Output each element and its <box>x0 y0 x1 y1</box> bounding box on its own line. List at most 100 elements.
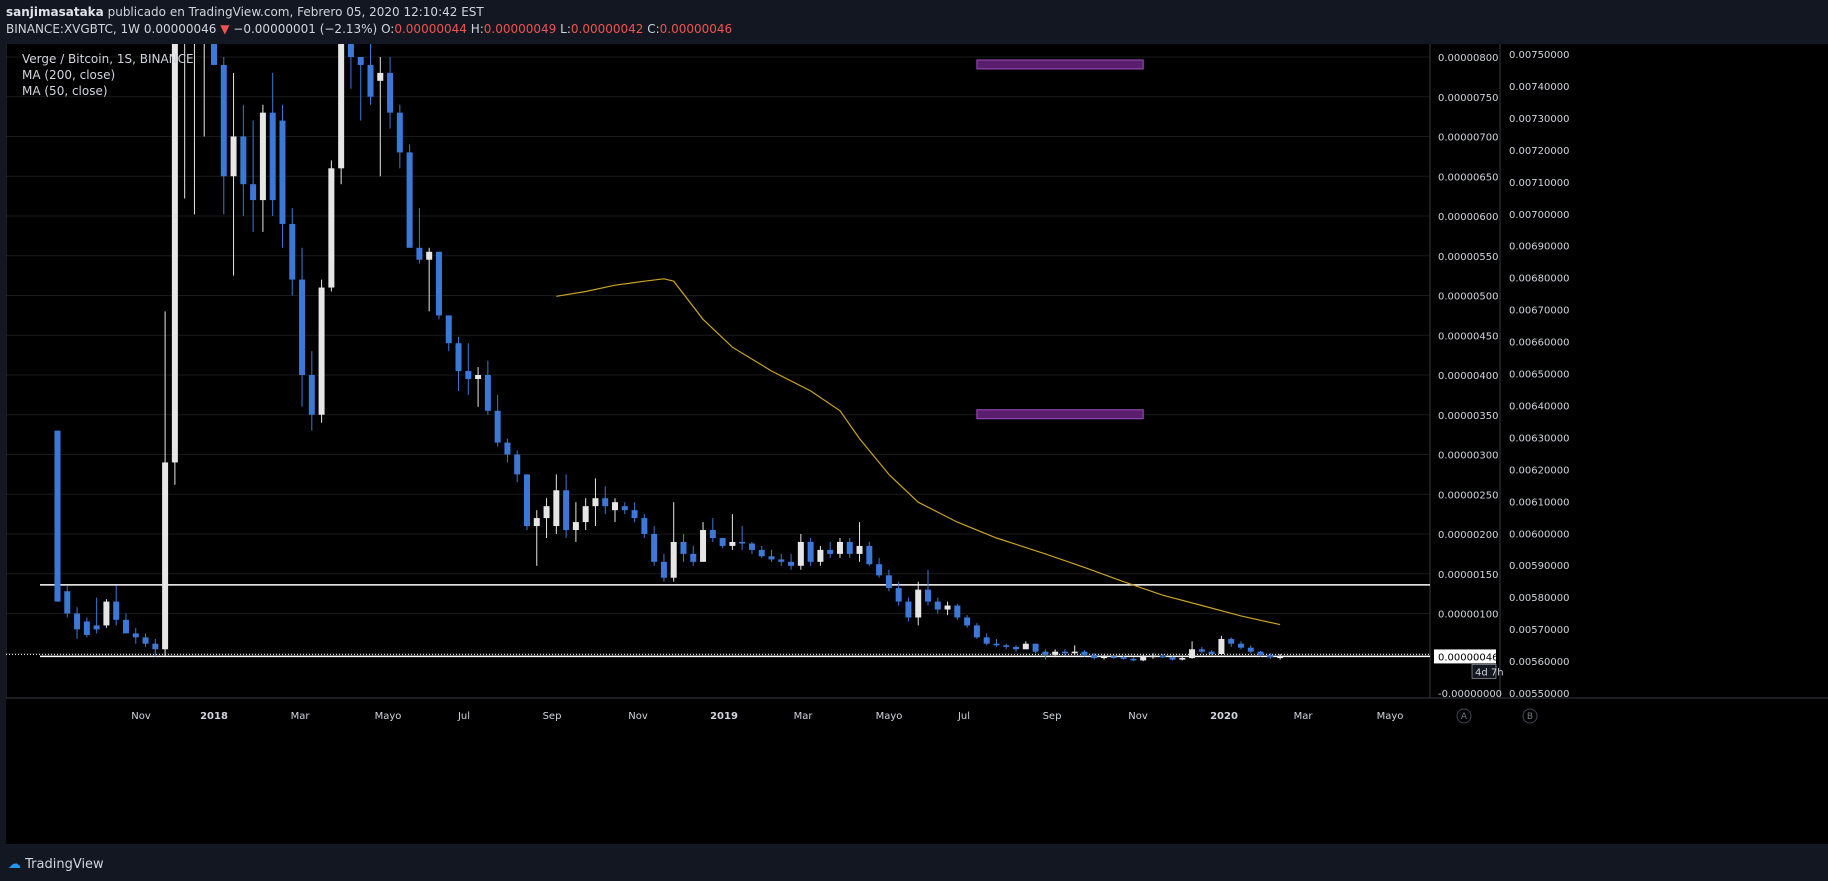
candle-body <box>1237 643 1244 648</box>
log-scale-button[interactable] <box>1522 708 1538 724</box>
price-scale-label: 0.00000400 <box>1438 371 1498 382</box>
footer-bar: ☁ TradingView <box>0 850 1828 881</box>
price-scale-label: 0.00000800 <box>1438 53 1498 64</box>
candle-body <box>543 506 550 519</box>
auto-scale-button[interactable] <box>1456 708 1472 724</box>
price-scale-label: 0.00000600 <box>1438 212 1498 223</box>
candle-body <box>983 637 990 644</box>
candle-body <box>934 601 941 610</box>
price-chart[interactable]: 0.00000800 0.00000750 0.00000700 0.00000650… <box>5 44 1828 844</box>
candle-body <box>162 462 169 650</box>
low-value: 0.00000042 <box>570 22 644 36</box>
chart-area[interactable]: 0.00000800 0.00000750 0.00000700 0.00000650… <box>5 44 1828 844</box>
secondary-scale-label: 0.00720000 <box>1509 146 1569 157</box>
price-scale-label: 0.00000150 <box>1438 570 1498 581</box>
candle-body <box>1013 646 1020 650</box>
candle-body <box>523 474 530 527</box>
candle-body <box>964 617 971 626</box>
secondary-scale-label: 0.00560000 <box>1509 657 1569 668</box>
time-axis-label: Sep <box>543 711 562 722</box>
current-price-label: 0.00000046 <box>1438 652 1498 663</box>
open-value: 0.00000044 <box>394 22 467 36</box>
candle-body <box>83 621 90 635</box>
candle-body <box>338 44 345 169</box>
candle-body <box>563 490 570 531</box>
candle-body <box>1003 645 1010 647</box>
candle-body <box>514 454 521 475</box>
ohlc-line: BINANCE:XVGBTC, 1W 0.00000046 ▼ −0.00000… <box>6 22 732 36</box>
candle-body <box>289 223 296 280</box>
candle-body <box>328 168 335 288</box>
legend-title: Verge / Bitcoin, 1S, BINANCE <box>22 52 194 66</box>
candle-body <box>1189 649 1196 659</box>
candle-body <box>240 136 247 185</box>
tradingview-cloud-icon: ☁ <box>8 857 21 872</box>
secondary-scale-label: 0.00670000 <box>1509 306 1569 317</box>
candle-body <box>690 553 697 562</box>
price-scale-label: 0.00000650 <box>1438 172 1498 183</box>
candle-body <box>954 605 961 618</box>
candle-body <box>807 541 814 562</box>
candle-body <box>1247 647 1254 652</box>
secondary-scale-label: 0.00660000 <box>1509 338 1569 349</box>
candle-body <box>455 343 462 372</box>
legend-ma200[interactable]: MA (200, close) <box>22 68 116 82</box>
secondary-scale-label: 0.00700000 <box>1509 210 1569 221</box>
candle-body <box>1091 654 1098 659</box>
candle-body <box>1130 658 1137 661</box>
price-scale-label: 0.00000100 <box>1438 610 1498 621</box>
candle-body <box>113 601 120 620</box>
candle-body <box>299 279 306 375</box>
candle-body <box>719 537 726 546</box>
time-axis-label: Mar <box>1294 711 1314 722</box>
candle-body <box>846 541 853 554</box>
candle-body <box>739 541 746 544</box>
candle-body <box>74 613 81 630</box>
secondary-scale-label: 0.00590000 <box>1509 561 1569 572</box>
candle-body <box>406 152 413 248</box>
time-axis-label: Mar <box>291 711 311 722</box>
candle-body <box>670 541 677 578</box>
candle-body <box>122 619 129 634</box>
time-axis-label: Sep <box>1043 711 1062 722</box>
candle-body <box>465 371 472 379</box>
candle-body <box>494 410 501 443</box>
time-axis-label: Nov <box>1128 711 1148 722</box>
candle-body <box>1081 651 1088 655</box>
candle-body <box>925 589 931 602</box>
secondary-scale-label: 0.00680000 <box>1509 274 1569 285</box>
candle-body <box>582 506 589 523</box>
candle-body <box>1218 638 1225 655</box>
price-scale-label: 0.00000200 <box>1438 530 1498 541</box>
ma50-line <box>556 278 1281 626</box>
candle-body <box>152 643 159 650</box>
candle-body <box>709 530 716 538</box>
last-price: 0.00000046 <box>143 22 217 36</box>
purple-zone-box <box>976 59 1144 70</box>
high-label: H: <box>470 22 484 36</box>
candle-body <box>866 545 873 565</box>
candle-body <box>1061 651 1068 654</box>
legend-ma50[interactable]: MA (50, close) <box>22 84 108 98</box>
down-arrow-icon: ▼ <box>220 22 230 36</box>
candle-body <box>504 442 511 455</box>
price-scale-label: 0.00000450 <box>1438 331 1498 342</box>
candle-body <box>1032 643 1039 652</box>
candle-body <box>553 490 560 527</box>
tradingview-logo[interactable]: ☁ TradingView <box>8 857 104 872</box>
candle-body <box>1267 654 1274 658</box>
price-scale-label: 0.00000350 <box>1438 411 1498 422</box>
candle-body <box>445 315 452 344</box>
candle-body <box>895 588 902 602</box>
candle-body <box>602 498 609 507</box>
candle-body <box>944 605 951 610</box>
secondary-scale-label: 0.00610000 <box>1509 497 1569 508</box>
time-axis-label: 2020 <box>1210 711 1238 722</box>
candle-body <box>533 518 540 527</box>
candle-body <box>748 543 755 550</box>
countdown-box <box>1471 664 1497 679</box>
price-scale-label: 0.00000250 <box>1438 490 1498 501</box>
author-name[interactable]: sanjimasataka <box>6 5 104 19</box>
candle-body <box>915 589 922 618</box>
price-scale-label: 0.00000550 <box>1438 252 1498 263</box>
